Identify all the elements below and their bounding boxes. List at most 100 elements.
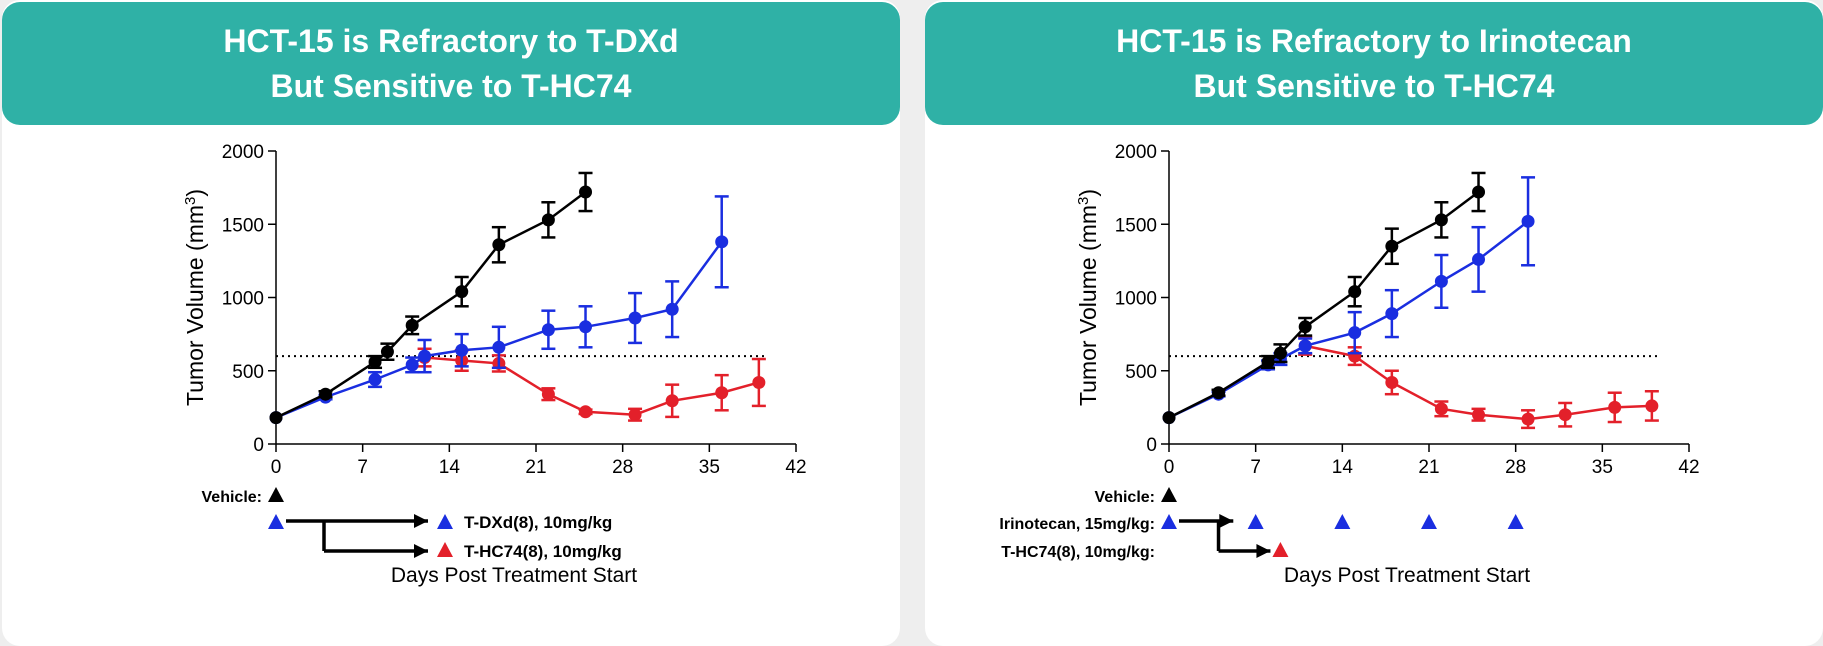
x-tick-label: 35 bbox=[1592, 457, 1613, 478]
data-point bbox=[579, 405, 593, 419]
series-vehicle bbox=[269, 171, 593, 425]
data-point bbox=[455, 343, 469, 357]
data-point bbox=[752, 375, 766, 389]
data-point bbox=[405, 358, 419, 372]
x-tick-label: 7 bbox=[357, 457, 368, 478]
series-line bbox=[1168, 191, 1480, 419]
data-point bbox=[269, 411, 283, 425]
data-point bbox=[1348, 326, 1362, 340]
thc74-dose-marker bbox=[437, 542, 453, 557]
dosing-label-thc74: T-HC74(8), 10mg/kg: bbox=[1001, 544, 1155, 561]
x-tick-label: 42 bbox=[1678, 457, 1699, 478]
x-tick-label: 14 bbox=[1332, 457, 1354, 478]
data-point bbox=[1472, 408, 1486, 422]
dosing-arrow-bottom-head bbox=[1256, 544, 1271, 558]
panel-header: HCT-15 is Refractory to Irinotecan But S… bbox=[925, 2, 1823, 125]
chart-panel-tdxd: HCT-15 is Refractory to T-DXd But Sensit… bbox=[2, 0, 900, 646]
y-axis-label: Tumor Volume (mm3) bbox=[1075, 189, 1102, 406]
series-t-dxd-8-10mg-kg bbox=[269, 195, 729, 425]
irinotecan-dose-marker bbox=[1507, 514, 1524, 529]
chart-title-line2: But Sensitive to T-HC74 bbox=[1193, 67, 1555, 104]
data-point bbox=[1472, 185, 1486, 199]
x-tick-label: 14 bbox=[439, 457, 461, 478]
x-tick-label: 28 bbox=[612, 457, 633, 478]
series-t-hc74-8-10mg-kg bbox=[1298, 335, 1659, 430]
data-point bbox=[715, 386, 729, 400]
tdxd-dose-marker-start bbox=[268, 514, 284, 529]
data-point bbox=[541, 323, 555, 337]
x-tick-label: 0 bbox=[271, 457, 282, 478]
tumor-volume-chart: 0 500 1000 1500 2000 0 7 14 21 28 35 42 Tumor Volume… bbox=[182, 142, 807, 587]
x-axis-label: Days Post Treatment Start bbox=[391, 564, 637, 587]
chart-title-line2: But Sensitive to T-HC74 bbox=[270, 67, 632, 104]
y-axis-label: Tumor Volume (mm3) bbox=[182, 189, 209, 406]
data-point bbox=[368, 355, 382, 369]
irinotecan-dose-marker bbox=[1421, 514, 1437, 529]
data-point bbox=[541, 213, 555, 227]
y-tick-label: 0 bbox=[253, 435, 264, 456]
y-tick-label: 2000 bbox=[222, 142, 264, 163]
y-tick-label: 1000 bbox=[222, 289, 264, 310]
thc74-dose-marker bbox=[1272, 542, 1289, 557]
x-tick-label: 7 bbox=[1250, 457, 1261, 478]
data-point bbox=[1212, 386, 1226, 400]
data-point bbox=[579, 320, 593, 334]
data-point bbox=[1472, 252, 1486, 266]
data-point bbox=[1298, 320, 1312, 334]
data-point bbox=[579, 185, 593, 199]
chart-title-line1: HCT-15 is Refractory to T-DXd bbox=[223, 22, 679, 59]
data-point bbox=[418, 349, 432, 363]
dosing-label-vehicle: Vehicle: bbox=[1095, 489, 1155, 506]
dosing-label-thc74: T-HC74(8), 10mg/kg bbox=[464, 542, 622, 561]
data-point bbox=[1434, 274, 1448, 288]
data-point bbox=[319, 387, 333, 401]
chart-panel-irinotecan: HCT-15 is Refractory to Irinotecan But S… bbox=[925, 0, 1823, 646]
data-point bbox=[1558, 408, 1572, 422]
data-point bbox=[1298, 339, 1312, 353]
data-point bbox=[628, 311, 642, 325]
x-tick-label: 0 bbox=[1164, 457, 1175, 478]
data-point bbox=[1521, 412, 1535, 426]
panel-header: HCT-15 is Refractory to T-DXd But Sensit… bbox=[2, 2, 900, 125]
x-axis-label: Days Post Treatment Start bbox=[1284, 564, 1530, 587]
data-point bbox=[455, 285, 469, 299]
y-tick-label: 500 bbox=[1125, 362, 1157, 383]
irinotecan-dose-marker bbox=[1247, 514, 1264, 529]
y-tick-label: 1500 bbox=[222, 215, 264, 236]
data-point bbox=[368, 373, 382, 387]
data-point bbox=[1273, 346, 1287, 360]
x-tick-label: 35 bbox=[699, 457, 720, 478]
series-line bbox=[275, 191, 587, 419]
x-tick-label: 21 bbox=[1418, 457, 1439, 478]
dosing-arrow-top-head bbox=[414, 514, 428, 528]
x-tick-label: 28 bbox=[1505, 457, 1526, 478]
data-point bbox=[1608, 400, 1622, 414]
data-point bbox=[1348, 285, 1362, 299]
tdxd-dose-marker-end bbox=[437, 514, 453, 529]
data-point bbox=[1162, 411, 1176, 425]
data-point bbox=[1385, 307, 1399, 321]
y-tick-label: 2000 bbox=[1115, 142, 1157, 163]
dosing-arrow-bottom-head bbox=[414, 544, 428, 558]
series-line bbox=[1168, 220, 1529, 419]
y-tick-label: 0 bbox=[1146, 435, 1157, 456]
dosing-label-vehicle: Vehicle: bbox=[202, 489, 262, 506]
y-tick-label: 1500 bbox=[1115, 215, 1157, 236]
y-tick-label: 1000 bbox=[1115, 289, 1157, 310]
dosing-arrow-top-head bbox=[1219, 514, 1234, 528]
data-point bbox=[380, 345, 394, 359]
x-tick-label: 42 bbox=[785, 457, 806, 478]
data-point bbox=[715, 235, 729, 249]
dosing-label-irinotecan: Irinotecan, 15mg/kg: bbox=[999, 516, 1155, 533]
irinotecan-dose-marker bbox=[1161, 514, 1177, 529]
vehicle-dose-marker bbox=[1161, 487, 1177, 502]
data-point bbox=[1645, 399, 1659, 413]
data-point bbox=[1434, 402, 1448, 416]
irinotecan-dose-marker bbox=[1334, 514, 1351, 529]
data-point bbox=[1385, 375, 1399, 389]
y-tick-label: 500 bbox=[232, 362, 264, 383]
x-tick-label: 21 bbox=[525, 457, 546, 478]
data-point bbox=[1261, 355, 1275, 369]
data-point bbox=[1385, 239, 1399, 253]
data-point bbox=[628, 408, 642, 422]
